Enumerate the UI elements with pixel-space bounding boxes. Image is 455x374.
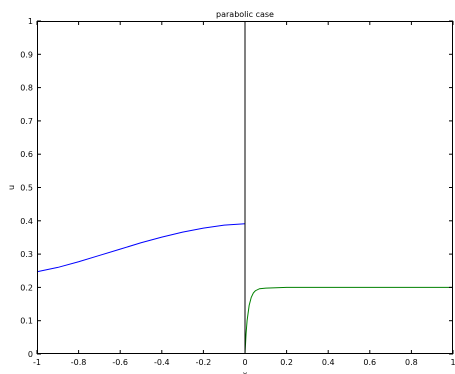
y-tick-label: 1 [28, 17, 33, 26]
y-tick-label: 0.8 [20, 84, 33, 93]
x-tick-label: 0.4 [322, 358, 335, 367]
x-tick-label: 0.6 [363, 358, 376, 367]
x-tick-label: -0.4 [154, 358, 170, 367]
x-tick-label: 1 [450, 358, 455, 367]
x-tick-label: -1 [33, 358, 41, 367]
y-tick-label: 0.5 [20, 184, 33, 193]
y-tick-label: 0.2 [20, 283, 33, 292]
y-tick-label: 0 [28, 350, 33, 359]
series-line-2 [244, 286, 453, 355]
tick-labels: -1 -0.8 -0.6 -0.4 -0.2 0 0.2 0.4 0.6 0.8 1 0 0.1 0.2 0… [20, 17, 455, 367]
x-tick-label: -0.8 [71, 358, 87, 367]
chart-title: parabolic case [216, 10, 274, 19]
y-tick-label: 0.4 [20, 217, 33, 226]
y-tick-label: 0.6 [20, 150, 33, 159]
series-layer [36, 21, 453, 355]
x-tick-label: 0 [242, 358, 247, 367]
series-line-1 [36, 223, 246, 273]
y-tick-label: 0.7 [20, 117, 33, 126]
x-tick-label: 0.8 [405, 358, 418, 367]
y-tick-label: 0.3 [20, 250, 33, 259]
x-tick-label: -0.2 [196, 358, 212, 367]
y-axis-label: u [7, 185, 16, 190]
x-axis-label: x [243, 370, 248, 374]
y-tick-label: 0.9 [20, 50, 33, 59]
axes [36, 20, 454, 355]
x-tick-label: 0.2 [280, 358, 293, 367]
x-tick-label: -0.6 [112, 358, 128, 367]
y-tick-label: 0.1 [20, 317, 33, 326]
